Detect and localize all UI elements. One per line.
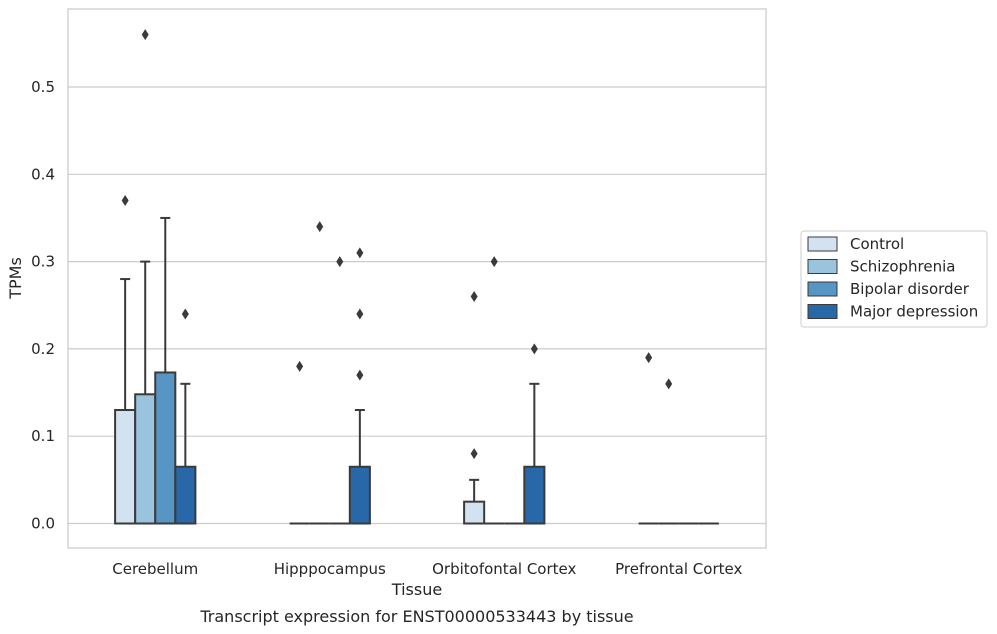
chart-caption: Transcript expression for ENST0000053344… bbox=[199, 607, 633, 626]
y-tick-label: 0.4 bbox=[31, 165, 55, 183]
outlier-point bbox=[645, 352, 653, 364]
legend-swatch bbox=[807, 236, 838, 252]
outlier-point bbox=[356, 247, 364, 259]
outlier-point bbox=[296, 360, 304, 372]
box bbox=[134, 393, 157, 525]
outlier-point bbox=[336, 256, 344, 268]
box bbox=[114, 409, 137, 525]
outlier-point bbox=[356, 308, 364, 320]
box-group bbox=[329, 256, 350, 525]
x-tick-labels: Cerebellum Hipppocampus Orbitofontal Corte… bbox=[112, 560, 742, 578]
y-axis-label: TPMs bbox=[6, 257, 25, 300]
outlier-point bbox=[141, 29, 149, 41]
x-axis-label: Tissue bbox=[391, 580, 442, 599]
legend-swatch bbox=[807, 259, 838, 274]
box-group bbox=[484, 256, 505, 525]
box-group bbox=[289, 360, 310, 525]
box bbox=[463, 500, 486, 525]
outlier-point bbox=[121, 194, 129, 206]
outlier-point bbox=[665, 378, 673, 390]
legend-swatch bbox=[807, 304, 838, 319]
legend-label: Bipolar disorder bbox=[850, 280, 970, 298]
box bbox=[523, 465, 546, 525]
outlier-point bbox=[470, 448, 478, 460]
y-tick-labels: 0.0 0.1 0.2 0.3 0.4 0.5 bbox=[31, 78, 55, 533]
legend: Control Schizophrenia Bipolar disorder Majo… bbox=[800, 230, 988, 328]
box-group bbox=[114, 194, 137, 525]
y-tick-label: 0.1 bbox=[31, 427, 55, 445]
box-group bbox=[134, 29, 157, 525]
box-group bbox=[463, 291, 486, 525]
box bbox=[348, 465, 371, 525]
y-tick-label: 0.2 bbox=[31, 340, 55, 358]
legend-label: Major depression bbox=[850, 303, 978, 321]
box-group bbox=[174, 308, 197, 525]
outlier-point bbox=[530, 343, 538, 355]
outlier-point bbox=[356, 369, 364, 381]
y-tick-label: 0.0 bbox=[31, 515, 55, 533]
legend-frame bbox=[800, 230, 988, 328]
legend-swatch bbox=[807, 281, 838, 297]
box-group bbox=[348, 247, 371, 525]
box-group bbox=[658, 378, 679, 525]
box-group bbox=[309, 221, 330, 525]
x-tick-label: Hipppocampus bbox=[274, 560, 386, 578]
x-tick-label: Orbitofontal Cortex bbox=[432, 560, 576, 578]
box-group bbox=[638, 352, 659, 525]
box bbox=[154, 371, 177, 525]
outlier-point bbox=[181, 308, 189, 320]
y-tick-label: 0.5 bbox=[31, 78, 55, 96]
box-group bbox=[523, 343, 546, 525]
legend-label: Control bbox=[850, 235, 904, 253]
outlier-point bbox=[490, 256, 498, 268]
outlier-point bbox=[316, 221, 324, 233]
legend-label: Schizophrenia bbox=[850, 258, 955, 276]
x-tick-label: Cerebellum bbox=[112, 560, 198, 578]
box bbox=[174, 465, 197, 525]
y-tick-label: 0.3 bbox=[31, 253, 55, 271]
box-group bbox=[154, 216, 177, 525]
outlier-point bbox=[470, 291, 478, 303]
plot-frame bbox=[67, 8, 767, 549]
box-plots bbox=[114, 29, 719, 525]
x-tick-label: Prefrontal Cortex bbox=[615, 560, 742, 578]
